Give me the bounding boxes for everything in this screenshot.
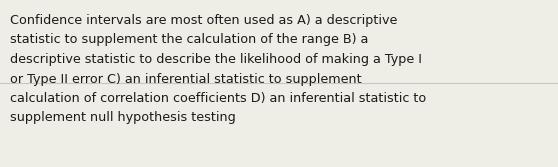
Text: calculation of correlation coefficients D) an inferential statistic to: calculation of correlation coefficients … — [10, 92, 426, 105]
Text: or Type II error C) an inferential statistic to supplement: or Type II error C) an inferential stati… — [10, 72, 362, 86]
Text: supplement null hypothesis testing: supplement null hypothesis testing — [10, 112, 235, 125]
Text: Confidence intervals are most often used as A) a descriptive: Confidence intervals are most often used… — [10, 14, 397, 27]
Text: descriptive statistic to describe the likelihood of making a Type I: descriptive statistic to describe the li… — [10, 53, 422, 66]
Text: statistic to supplement the calculation of the range B) a: statistic to supplement the calculation … — [10, 34, 368, 46]
